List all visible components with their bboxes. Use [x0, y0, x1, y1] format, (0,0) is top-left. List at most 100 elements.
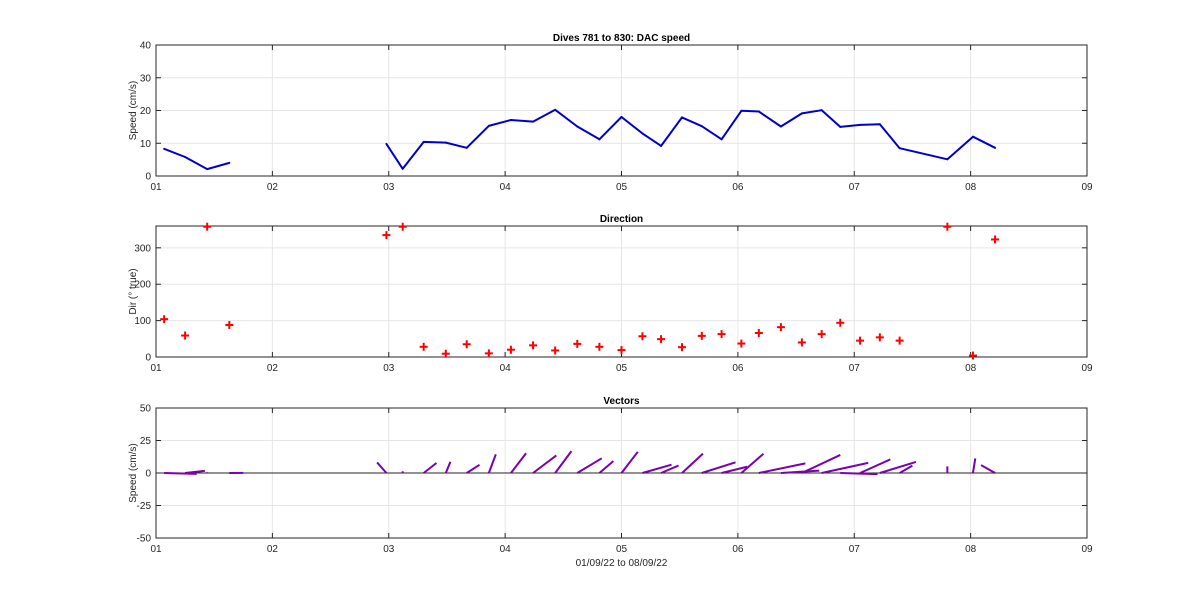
- x-tick-label: 05: [616, 182, 628, 193]
- data-point: [422, 140, 425, 143]
- data-point: [991, 235, 1000, 244]
- vector-stick: [758, 462, 806, 474]
- x-tick-label: 06: [732, 182, 744, 193]
- vector-stick: [821, 461, 869, 474]
- y-tick-label: -25: [137, 501, 152, 512]
- vector-stick: [444, 461, 452, 474]
- axes-box: [155, 44, 1088, 177]
- data-point: [532, 120, 535, 123]
- y-tick-label: 300: [134, 243, 151, 254]
- data-point: [697, 331, 706, 340]
- data-point: [779, 125, 782, 128]
- vector-stick: [681, 452, 704, 474]
- vector-stick: [510, 452, 527, 474]
- data-point: [720, 138, 723, 141]
- data-point: [681, 116, 684, 119]
- data-point: [754, 328, 763, 337]
- vector-stick: [801, 454, 841, 474]
- x-tick-label: 03: [383, 182, 395, 193]
- vector-stick: [980, 464, 996, 474]
- chart-title: Vectors: [603, 396, 640, 407]
- data-point: [740, 109, 743, 112]
- data-point: [529, 341, 538, 350]
- data-point: [206, 168, 209, 171]
- data-point: [620, 116, 623, 119]
- data-point: [441, 349, 450, 358]
- data-point: [184, 156, 187, 159]
- data-point: [660, 144, 663, 147]
- x-tick-label: 04: [500, 544, 512, 555]
- data-point: [551, 346, 560, 355]
- vector-stick: [721, 465, 748, 474]
- data-point: [576, 125, 579, 128]
- x-tick-label: 05: [616, 363, 628, 374]
- chart-title: Dives 781 to 830: DAC speed: [553, 33, 690, 44]
- data-point: [598, 138, 601, 141]
- series-line: [163, 147, 230, 171]
- x-tick-label: 04: [500, 363, 512, 374]
- y-axis-label: Dir (° true): [128, 268, 139, 314]
- data-point: [817, 330, 826, 339]
- vector-stick: [642, 463, 672, 474]
- data-point: [700, 125, 703, 128]
- data-point: [641, 132, 644, 135]
- y-tick-label: 0: [145, 353, 151, 364]
- x-tick-label: 06: [732, 544, 744, 555]
- y-tick-label: 50: [140, 404, 152, 415]
- y-tick-label: 10: [140, 139, 152, 150]
- x-tick-label: 09: [1081, 363, 1093, 374]
- y-tick-label: 0: [145, 469, 151, 480]
- data-point: [820, 109, 823, 112]
- data-point: [657, 335, 666, 344]
- data-point: [971, 135, 974, 138]
- x-tick-label: 08: [965, 182, 977, 193]
- data-point: [225, 320, 234, 329]
- data-point: [160, 315, 169, 324]
- vector-stick: [879, 460, 917, 474]
- y-axis-label: Speed (cm/s): [128, 81, 139, 140]
- data-point: [875, 333, 884, 342]
- data-point: [800, 112, 803, 115]
- x-tick-label: 08: [965, 363, 977, 374]
- x-tick-label: 05: [616, 544, 628, 555]
- vector-stick: [576, 457, 603, 474]
- vector-stick: [598, 460, 615, 474]
- vector-stick: [532, 454, 557, 474]
- vector-stick: [899, 464, 913, 474]
- data-point: [994, 146, 997, 149]
- vector-stick: [487, 454, 497, 474]
- vector-stick: [423, 462, 438, 474]
- data-point: [859, 123, 862, 126]
- data-point: [382, 231, 391, 240]
- vector-stick: [859, 458, 891, 474]
- data-point: [419, 342, 428, 351]
- x-tick-label: 04: [500, 182, 512, 193]
- y-tick-label: 40: [140, 41, 152, 52]
- data-point: [487, 124, 490, 127]
- x-tick-label: 07: [849, 544, 861, 555]
- axes-box: [155, 225, 1088, 358]
- x-tick-label: 08: [965, 544, 977, 555]
- x-tick-label: 09: [1081, 182, 1093, 193]
- chart-panel-1: [155, 44, 1088, 177]
- vector-stick: [620, 451, 639, 474]
- data-point: [462, 340, 471, 349]
- data-point: [757, 110, 760, 113]
- y-tick-label: -50: [137, 534, 152, 545]
- data-point: [203, 222, 212, 231]
- y-tick-label: 0: [145, 172, 151, 183]
- vector-stick: [780, 469, 820, 474]
- vector-stick: [701, 461, 736, 474]
- x-tick-label: 01: [150, 363, 162, 374]
- data-point: [401, 167, 404, 170]
- y-tick-label: 200: [134, 280, 151, 291]
- data-point: [617, 346, 626, 355]
- y-tick-label: 100: [134, 316, 151, 327]
- data-point: [484, 349, 493, 358]
- vector-stick: [660, 464, 679, 474]
- y-tick-label: 25: [140, 436, 152, 447]
- x-axis-label: 01/09/22 to 08/09/22: [576, 558, 668, 569]
- data-point: [573, 339, 582, 348]
- x-tick-label: 03: [383, 544, 395, 555]
